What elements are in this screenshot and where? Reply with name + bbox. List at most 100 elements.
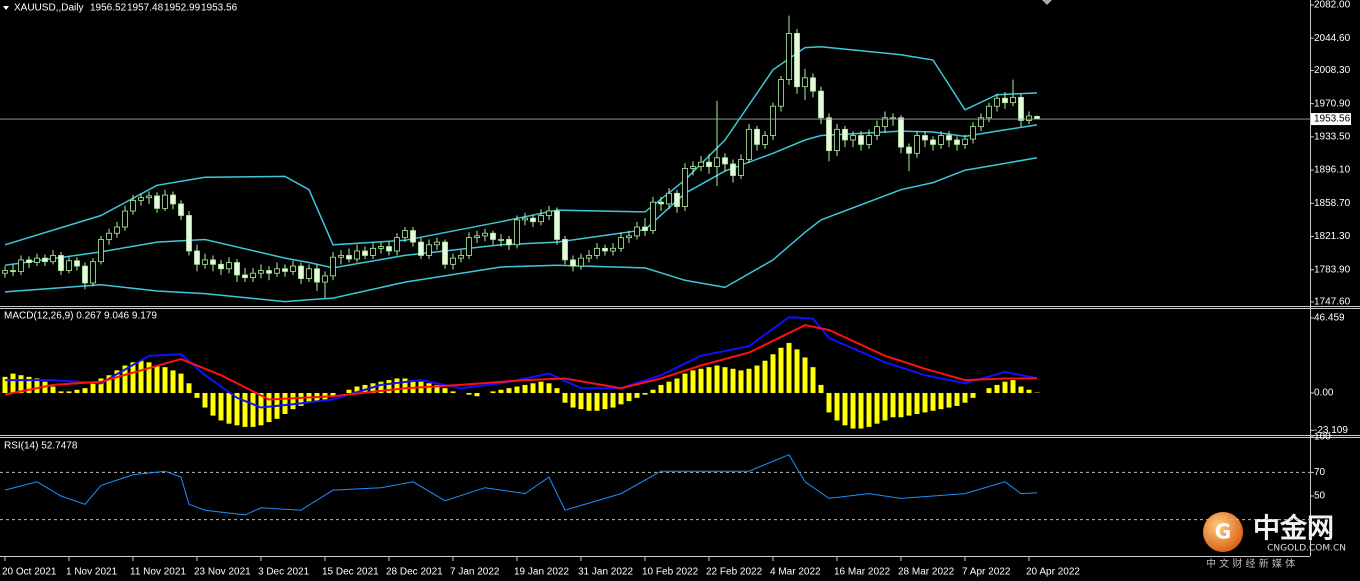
candle-body [970, 126, 976, 140]
candle-body [906, 146, 912, 154]
candle-body [346, 255, 352, 260]
macd-bar [298, 393, 304, 406]
candle-body [258, 270, 264, 274]
candle-body [122, 210, 128, 228]
candle-body [962, 138, 968, 145]
macd-bar [986, 388, 992, 393]
candle-body [98, 239, 104, 263]
macd-bar [674, 378, 680, 393]
candle-body [818, 90, 824, 119]
candle-body [146, 195, 152, 199]
candle-body [330, 256, 336, 277]
candle-body [986, 105, 992, 119]
y-tick-label: 2044.60 [1314, 33, 1351, 44]
x-tick-label: 16 Mar 2022 [834, 567, 891, 578]
candle-body [314, 268, 320, 283]
x-tick-label: 19 Jan 2022 [514, 567, 569, 578]
candle-body [722, 157, 728, 165]
candle-body [18, 259, 24, 272]
macd-bar [74, 389, 80, 393]
candle-body [138, 197, 144, 201]
candle-body [866, 135, 872, 145]
candle-body [298, 265, 304, 279]
candle-body [474, 235, 480, 239]
macd-bar [114, 370, 120, 393]
macd-bar [330, 393, 336, 397]
candle-body [810, 77, 816, 92]
macd-bar [938, 393, 944, 410]
x-tick-label: 7 Apr 2022 [962, 567, 1011, 578]
macd-bar [450, 391, 456, 393]
candle-body [698, 161, 704, 168]
y-tick-label: 70 [1314, 467, 1326, 478]
candle-body [754, 128, 760, 145]
candle-body [802, 77, 808, 88]
candle-body [162, 194, 168, 209]
x-tick-label: 31 Jan 2022 [578, 567, 633, 578]
candle-body [1026, 115, 1032, 121]
candle-body [282, 268, 288, 272]
macd-bar [602, 393, 608, 410]
x-tick-label: 3 Dec 2021 [258, 567, 310, 578]
candle-body [434, 241, 440, 246]
candle-body [266, 270, 272, 274]
macd-bar [690, 370, 696, 393]
macd-bar [634, 393, 640, 398]
macd-bar [506, 388, 512, 393]
macd-bar [834, 393, 840, 421]
macd-bar [706, 367, 712, 393]
candle-body [410, 230, 416, 243]
candle-body [794, 32, 800, 88]
y-tick-label: 1783.90 [1314, 264, 1351, 275]
macd-bar [498, 389, 504, 393]
chart-title: XAUUSD,,Daily [14, 3, 83, 14]
y-tick-label: 1896.10 [1314, 165, 1351, 176]
candle-body [194, 250, 200, 265]
macd-bar [922, 393, 928, 413]
candle-body [506, 239, 512, 246]
macd-bar [122, 365, 128, 393]
x-tick-label: 7 Jan 2022 [450, 567, 500, 578]
macd-bar [554, 388, 560, 393]
macd-bar [426, 383, 432, 393]
logo-glyph: G [1215, 520, 1231, 544]
macd-bar [162, 367, 168, 393]
candle-body [714, 157, 720, 168]
macd-bar [794, 349, 800, 393]
candle-body [274, 268, 280, 274]
candle-body [874, 126, 880, 136]
macd-bar [98, 378, 104, 393]
candle-body [730, 163, 736, 176]
x-tick-label: 22 Feb 2022 [706, 567, 763, 578]
macd-bar [842, 393, 848, 426]
candle-body [898, 117, 904, 148]
candle-body [458, 255, 464, 259]
macd-bar [154, 365, 160, 393]
menu-arrow[interactable] [3, 6, 9, 10]
macd-bar [762, 360, 768, 393]
macd-bar [786, 342, 792, 393]
candle-body [858, 135, 864, 145]
candle-body [354, 250, 360, 260]
macd-bar [514, 386, 520, 393]
candle-body [578, 257, 584, 267]
candle-body [826, 117, 832, 152]
macd-bar [386, 380, 392, 393]
candle-body [738, 159, 744, 176]
y-tick-label: 1970.90 [1314, 98, 1351, 109]
macd-bar [610, 393, 616, 408]
macd-bar [586, 393, 592, 411]
macd-bar [970, 393, 976, 398]
candle-body [682, 167, 688, 207]
macd-bar [994, 384, 1000, 393]
macd-bar [890, 393, 896, 418]
macd-bar [778, 347, 784, 393]
macd-bar [626, 393, 632, 402]
macd-bar [146, 362, 152, 393]
candle-body [954, 139, 960, 145]
macd-bar [570, 393, 576, 408]
candle-body [514, 219, 520, 246]
candle-body [218, 263, 224, 270]
